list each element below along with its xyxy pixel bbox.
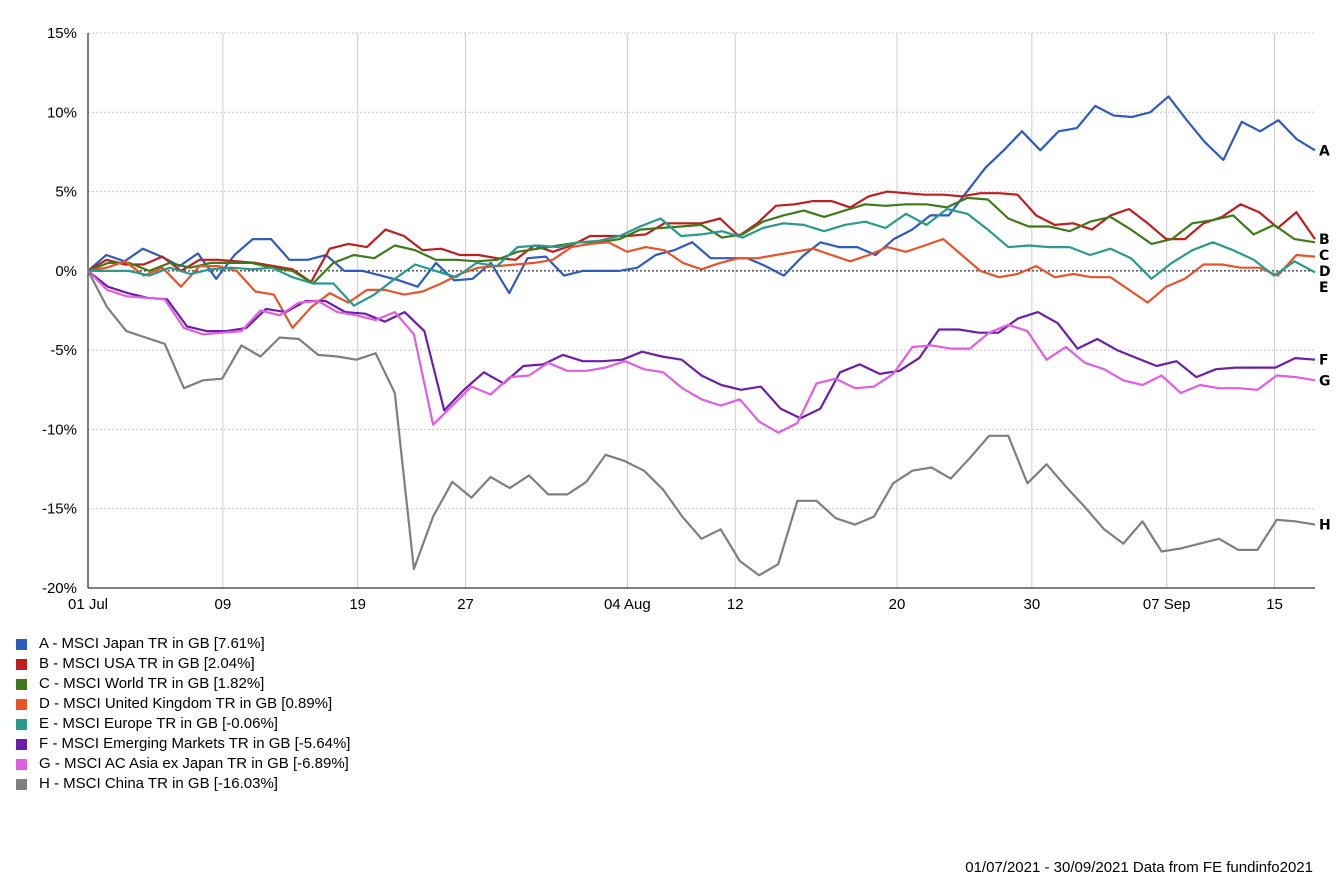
x-tick-label: 01 Jul [68,596,108,613]
series-line-e [88,207,1316,307]
x-tick-label: 07 Sep [1143,596,1191,613]
legend-swatch [16,738,27,750]
series-line-c [87,196,1316,285]
x-tick-label: 15 [1266,596,1283,613]
x-tick-label: 09 [214,596,231,613]
y-tick-label: -15% [42,501,77,518]
legend-label: F - MSCI Emerging Markets TR in GB [-5.6… [39,735,351,752]
x-tick-label: 19 [349,596,366,613]
series-line-d [87,238,1316,329]
legend-swatch [16,718,27,730]
series-line-h [87,270,1316,577]
y-tick-label: 5% [55,184,77,201]
series-line-a [87,95,1316,295]
series-end-label-b: B [1319,232,1330,248]
series-end-label-e: E [1319,280,1329,296]
legend-swatch [16,658,27,670]
legend-swatch [16,758,27,770]
y-tick-label: -20% [42,580,77,597]
series-end-label-a: A [1319,143,1330,159]
legend-label: E - MSCI Europe TR in GB [-0.06%] [39,715,278,732]
x-tick-label: 27 [457,596,474,613]
legend-swatch [16,678,27,690]
legend-label: A - MSCI Japan TR in GB [7.61%] [39,635,265,652]
y-tick-label: 0% [55,263,77,280]
series-line-g [87,270,1316,434]
series-line-b [87,190,1316,284]
series-end-label-c: C [1319,248,1329,264]
legend-label: H - MSCI China TR in GB [-16.03%] [39,775,278,792]
y-tick-label: 10% [47,104,77,121]
series-end-label-d: D [1319,264,1331,280]
x-tick-label: 20 [889,596,906,613]
y-tick-label: 15% [47,25,77,42]
footer-date-range: 01/07/2021 - 30/09/2021 Data from FE fun… [965,859,1313,876]
series-end-label-g: G [1319,373,1331,389]
legend-item: G - MSCI AC Asia ex Japan TR in GB [-6.8… [16,754,350,774]
legend-swatch [16,638,27,650]
legend-label: B - MSCI USA TR in GB [2.04%] [39,655,255,672]
legend-label: C - MSCI World TR in GB [1.82%] [39,675,265,692]
series-line-f [87,270,1316,420]
legend-label: G - MSCI AC Asia ex Japan TR in GB [-6.8… [39,755,349,772]
x-tick-label: 12 [727,596,744,613]
chart-series [87,95,1316,577]
x-tick-label: 04 Aug [604,596,651,613]
y-tick-label: -10% [42,421,77,438]
legend-swatch [16,698,27,710]
series-end-label-h: H [1319,518,1331,534]
legend-item: E - MSCI Europe TR in GB [-0.06%] [16,714,350,734]
series-end-label-f: F [1319,353,1329,369]
legend-item: C - MSCI World TR in GB [1.82%] [16,674,350,694]
legend-item: H - MSCI China TR in GB [-16.03%] [16,774,350,794]
legend-swatch [16,778,27,790]
legend-item: F - MSCI Emerging Markets TR in GB [-5.6… [16,734,350,754]
legend-label: D - MSCI United Kingdom TR in GB [0.89%] [39,695,333,712]
x-tick-label: 30 [1024,596,1041,613]
chart-legend: A - MSCI Japan TR in GB [7.61%] B - MSCI … [16,634,350,794]
legend-item: A - MSCI Japan TR in GB [7.61%] [16,634,350,654]
legend-item: D - MSCI United Kingdom TR in GB [0.89%] [16,694,350,714]
y-tick-label: -5% [50,342,77,359]
legend-item: B - MSCI USA TR in GB [2.04%] [16,654,350,674]
